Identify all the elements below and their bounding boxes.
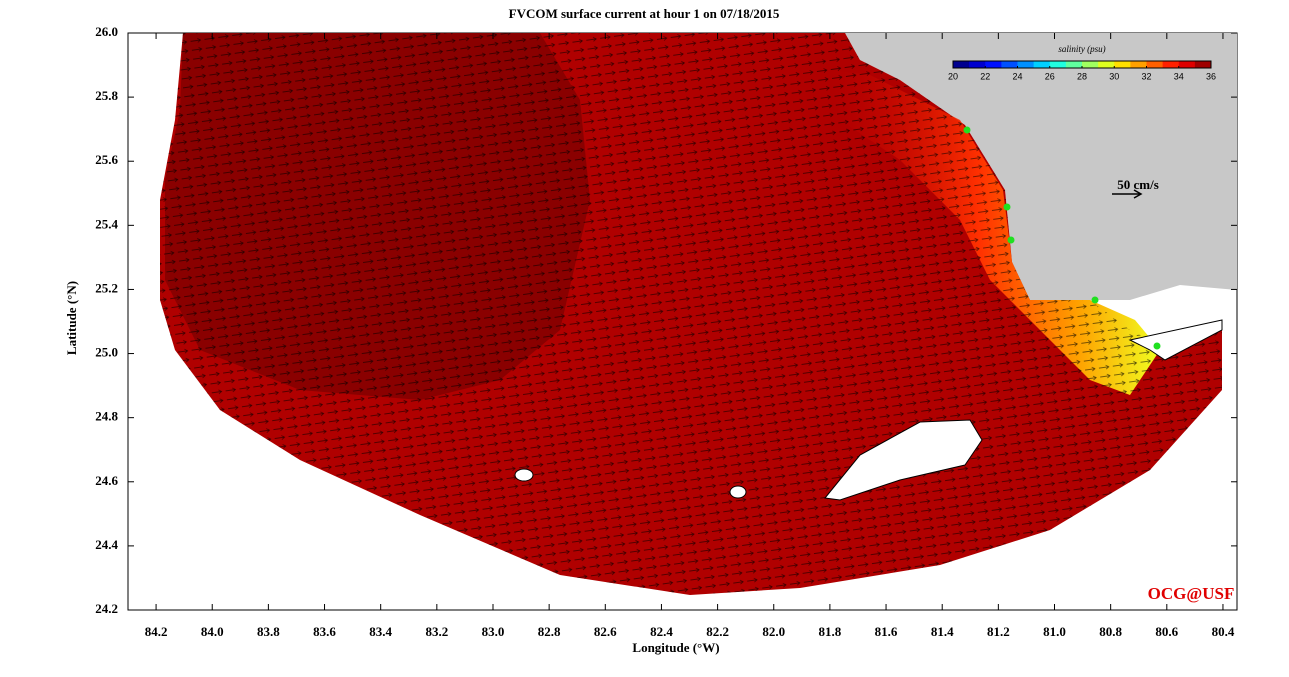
colorbar-segment <box>1194 61 1212 68</box>
x-tick-label: 82.2 <box>706 624 729 639</box>
colorbar-tick-label: 26 <box>1045 71 1055 81</box>
colorbar-segment <box>1082 61 1099 68</box>
x-tick-label: 81.6 <box>875 624 898 639</box>
x-tick-label: 82.4 <box>650 624 673 639</box>
x-tick-label: 80.6 <box>1155 624 1178 639</box>
colorbar-segment <box>1130 61 1147 68</box>
colorbar-label: salinity (psu) <box>1058 44 1105 54</box>
y-tick-label: 25.0 <box>95 345 118 360</box>
y-tick-label: 24.8 <box>95 409 118 424</box>
x-tick-label: 81.4 <box>931 624 954 639</box>
y-tick-label: 24.6 <box>95 473 118 488</box>
station-markers <box>963 126 1161 350</box>
scale-arrow-head <box>1133 189 1143 199</box>
credit: OCG@USF <box>1148 584 1235 603</box>
colorbar-segment <box>1017 61 1035 68</box>
y-tick-label: 25.6 <box>95 152 118 167</box>
colorbar-tick-label: 36 <box>1206 71 1216 81</box>
scale-label: 50 cm/s <box>1117 177 1159 192</box>
x-tick-label: 81.8 <box>819 624 842 639</box>
colorbar-segment <box>1098 61 1115 68</box>
colorbar-segment <box>953 61 970 68</box>
x-tick-label: 83.2 <box>425 624 448 639</box>
y-tick-label: 25.2 <box>95 280 118 295</box>
x-tick-label: 80.8 <box>1099 624 1122 639</box>
colorbar-segment <box>985 61 1002 68</box>
colorbar-tick-label: 32 <box>1141 71 1151 81</box>
x-tick-label: 83.6 <box>313 624 336 639</box>
colorbar-segment <box>1001 61 1018 68</box>
x-tick-label: 81.2 <box>987 624 1010 639</box>
x-axis-label: Longitude (°W) <box>632 640 719 655</box>
island <box>1128 319 1223 361</box>
colorbar-tick-label: 34 <box>1174 71 1184 81</box>
y-tick-label: 26.0 <box>95 24 118 39</box>
x-tick-label: 84.2 <box>145 624 168 639</box>
island <box>729 485 747 499</box>
x-tick-label: 82.0 <box>762 624 785 639</box>
colorbar-tick-label: 22 <box>980 71 990 81</box>
land <box>845 33 1237 300</box>
colorbar-tick-label: 24 <box>1012 71 1022 81</box>
y-axis-label: Latitude (°N) <box>64 281 79 355</box>
colorbar-segment <box>969 61 986 68</box>
y-tick-label: 25.4 <box>95 216 118 231</box>
y-tick-label: 25.8 <box>95 88 118 103</box>
colorbar-segment <box>1114 61 1131 68</box>
y-tick-label: 24.4 <box>95 537 118 552</box>
colorbar-segment <box>1178 61 1196 68</box>
y-tick-label: 24.2 <box>95 601 118 616</box>
map-title: FVCOM surface current at hour 1 on 07/18… <box>509 6 780 21</box>
colorbar-segment <box>1146 61 1164 68</box>
island <box>824 419 983 501</box>
colorbar-tick-label: 28 <box>1077 71 1087 81</box>
x-tick-label: 83.0 <box>482 624 505 639</box>
x-tick-label: 82.6 <box>594 624 617 639</box>
x-tick-label: 83.4 <box>369 624 392 639</box>
x-tick-label: 83.8 <box>257 624 280 639</box>
x-tick-label: 82.8 <box>538 624 561 639</box>
colorbar-segment <box>1049 61 1067 68</box>
x-tick-label: 80.4 <box>1212 624 1235 639</box>
x-tick-label: 81.0 <box>1043 624 1066 639</box>
colorbar-segment <box>1065 61 1083 68</box>
island <box>514 468 534 482</box>
colorbar-tick-label: 20 <box>948 71 958 81</box>
colorbar-segment <box>1162 61 1180 68</box>
colorbar-tick-label: 30 <box>1109 71 1119 81</box>
colorbar-segment <box>1033 61 1051 68</box>
x-tick-label: 84.0 <box>201 624 224 639</box>
